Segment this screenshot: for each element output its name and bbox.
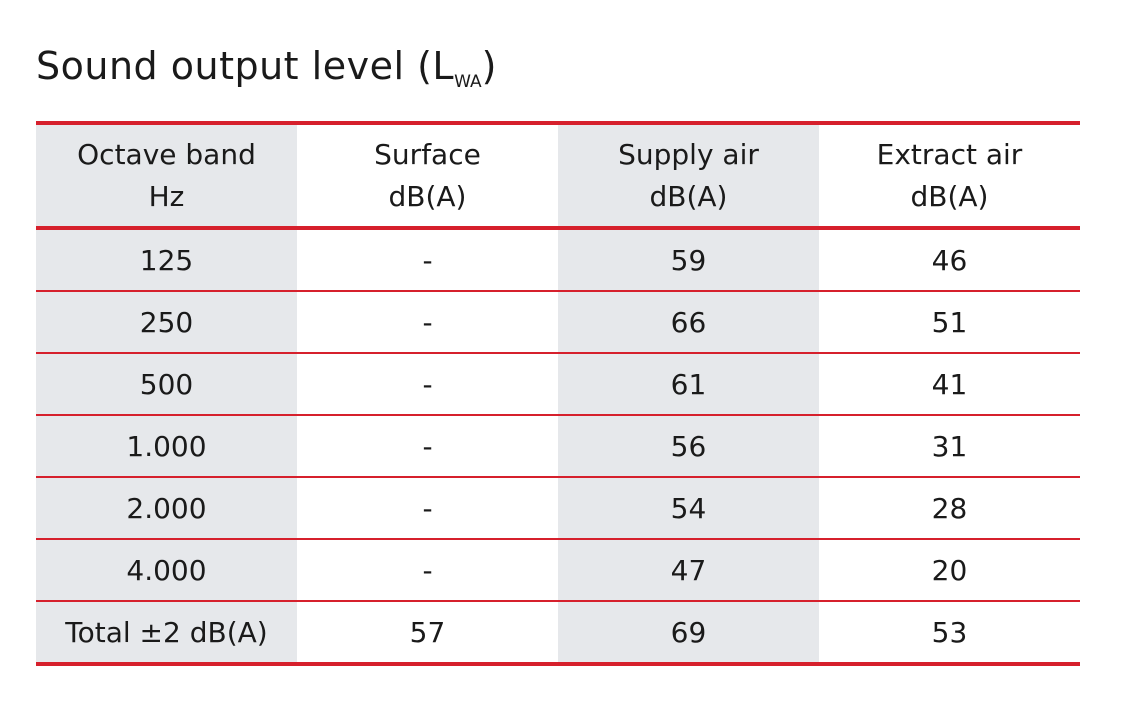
header-extract-air: Extract air dB(A) xyxy=(819,123,1080,228)
cell-extract-air: 53 xyxy=(931,615,968,649)
cell-surface: - xyxy=(422,367,433,401)
table-row-total: Total ±2 dB(A) 57 69 53 xyxy=(36,601,1080,664)
cell-supply-air: 59 xyxy=(558,228,819,291)
cell-supply-air: 56 xyxy=(558,415,819,477)
title-main: Sound output level (L xyxy=(36,44,455,88)
cell-extract-air: 41 xyxy=(931,367,968,401)
cell-surface: - xyxy=(422,553,433,587)
cell-total-label: Total ±2 dB(A) xyxy=(36,601,297,664)
cell-supply-air: 61 xyxy=(558,353,819,415)
table-row: 250 - 66 51 xyxy=(36,291,1080,353)
cell-octave-band: 1.000 xyxy=(36,415,297,477)
header-label: Octave band xyxy=(77,137,256,171)
header-octave-band: Octave band Hz xyxy=(36,123,297,228)
table-row: 4.000 - 47 20 xyxy=(36,539,1080,601)
table-row: 2.000 - 54 28 xyxy=(36,477,1080,539)
header-label: Extract air xyxy=(876,137,1023,171)
cell-octave-band: 2.000 xyxy=(36,477,297,539)
cell-supply-air: 69 xyxy=(558,601,819,664)
cell-surface: - xyxy=(422,305,433,339)
table-row: 125 - 59 46 xyxy=(36,228,1080,291)
table-row: 500 - 61 41 xyxy=(36,353,1080,415)
cell-octave-band: 250 xyxy=(36,291,297,353)
cell-octave-band: 125 xyxy=(36,228,297,291)
header-unit: Hz xyxy=(148,179,185,213)
cell-extract-air: 51 xyxy=(931,305,968,339)
header-label: Surface xyxy=(374,137,481,171)
header-unit: dB(A) xyxy=(649,179,728,213)
cell-surface: - xyxy=(422,429,433,463)
header-supply-air: Supply air dB(A) xyxy=(558,123,819,228)
sound-level-table: Octave band Hz Surface dB(A) Supply air … xyxy=(36,121,1080,666)
title-subscript: WA xyxy=(454,72,482,92)
cell-extract-air: 31 xyxy=(931,429,968,463)
table-row: 1.000 - 56 31 xyxy=(36,415,1080,477)
cell-surface: - xyxy=(422,243,433,277)
header-unit: dB(A) xyxy=(388,179,467,213)
header-unit: dB(A) xyxy=(910,179,989,213)
page-title: Sound output level (LWA) xyxy=(36,44,497,92)
cell-extract-air: 20 xyxy=(931,553,968,587)
table-header-row: Octave band Hz Surface dB(A) Supply air … xyxy=(36,123,1080,228)
header-surface: Surface dB(A) xyxy=(297,123,558,228)
header-label: Supply air xyxy=(618,137,759,171)
cell-supply-air: 47 xyxy=(558,539,819,601)
cell-supply-air: 66 xyxy=(558,291,819,353)
title-close: ) xyxy=(481,44,497,88)
cell-surface: - xyxy=(422,491,433,525)
cell-extract-air: 28 xyxy=(931,491,968,525)
cell-octave-band: 500 xyxy=(36,353,297,415)
cell-octave-band: 4.000 xyxy=(36,539,297,601)
cell-extract-air: 46 xyxy=(931,243,968,277)
cell-supply-air: 54 xyxy=(558,477,819,539)
cell-surface: 57 xyxy=(409,615,446,649)
